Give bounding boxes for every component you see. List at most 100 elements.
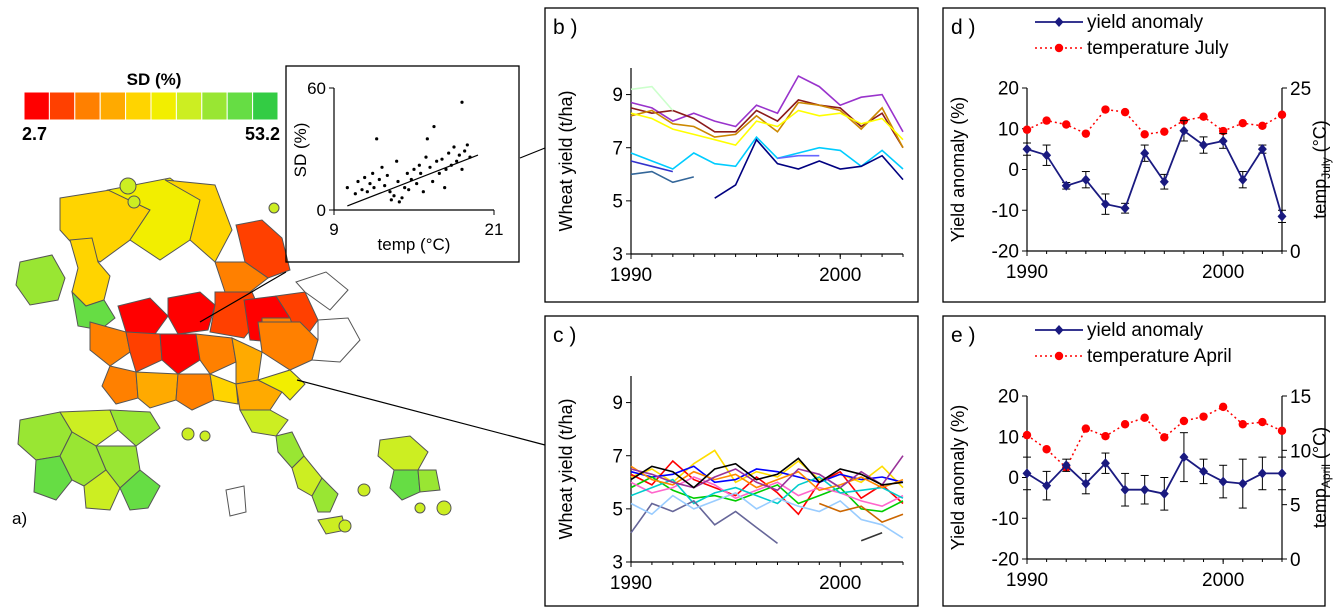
scatter-point [365,190,369,194]
scatter-point [377,177,381,182]
scatter-point [363,175,367,180]
x-tick-label: 2000 [819,265,861,286]
scatter-point [460,167,464,171]
panel-b-chart: b ) 3 5 7 9 1990 2000 Wheat yield (t/ha) [544,7,919,303]
map-region [311,477,339,513]
y-axis-label: Wheat yield (t/ha) [556,398,576,539]
scatter-point [457,153,461,157]
scatter-point [403,186,407,190]
panel-label: b ) [553,16,578,39]
scatter-point [421,190,425,194]
y-tick-label: -10 [992,201,1019,222]
y-tick-label: 0 [1008,160,1019,181]
map-island [414,502,426,514]
colorbar-swatch [226,91,254,121]
panel-frame [544,7,919,303]
colorbar [23,91,279,121]
x-tick-label: 2000 [1202,262,1244,283]
x-tick-label: 1990 [1006,570,1048,591]
colorbar-swatch [175,91,203,121]
scatter-point [463,149,467,153]
x-tick-label: 1990 [610,573,652,594]
temperature-marker [1101,105,1110,114]
x-tick-label: 2000 [819,573,861,594]
series-line [630,74,904,133]
temperature-marker [1277,110,1287,119]
connector-line-b [199,271,287,323]
temperature-marker [1238,420,1247,429]
temperature-marker [1062,120,1071,129]
scatter-point [360,188,364,192]
anomaly-marker [1257,144,1267,155]
map-region [159,333,201,375]
colorbar-swatch [150,91,177,121]
scatter-point [440,157,444,161]
legend-temperature-marker [1054,43,1064,53]
anomaly-marker [1257,468,1267,479]
anomaly-marker [1159,176,1169,187]
trendline [347,154,479,207]
map-region [235,379,283,411]
series-line [630,457,904,489]
y-tick-label: 0 [317,201,326,220]
scatter-point [424,155,428,159]
anomaly-marker [1042,150,1052,161]
map-region [214,261,269,293]
legend-temperature-label: temperature July [1087,38,1229,59]
temperature-marker [1140,413,1149,422]
y-tick-label: 10 [998,119,1019,140]
y2-axis-label: tempJuly (°C) [1310,120,1333,219]
y2-tick-label: 25 [1290,79,1311,100]
anomaly-marker [1199,140,1209,151]
temperature-marker [1160,127,1169,136]
anomaly-marker [1218,476,1228,487]
series-line [630,135,904,170]
anomaly-marker [1140,148,1150,159]
map-region [59,409,119,447]
inset-scatter-plot: 0 60 9 21 temp (°C) SD (%) [285,65,520,263]
colorbar-min-label: 2.7 [22,124,47,144]
anomaly-marker [1277,211,1287,222]
temperature-marker [1042,116,1051,125]
scatter-point [388,190,392,194]
map-region [377,435,429,471]
series-line [630,491,904,539]
scatter-point [396,179,400,184]
map-island [268,202,280,214]
europe-map [15,177,452,535]
anomaly-marker [1179,125,1189,136]
y-tick-label: 7 [612,138,623,159]
series-line [819,502,904,524]
scatter-point [437,171,441,175]
y2-tick-label: 0 [1290,242,1301,263]
panel-c-chart: c ) 3 5 7 9 1990 2000 Wheat yield (t/ha) [544,315,919,607]
map-region [71,290,116,331]
connector-line-b2 [519,147,546,159]
map-region [33,455,73,501]
temperature-marker [1199,412,1208,421]
map-island [199,430,211,442]
colorbar-swatch [125,91,152,121]
colorbar-swatch [201,91,228,121]
series-line [630,109,904,146]
anomaly-marker [1100,199,1110,210]
anomaly-marker [1061,460,1071,471]
map-region [389,469,421,501]
anomaly-marker [1081,478,1091,489]
y-tick-label: 7 [612,446,623,467]
scatter-point [407,188,411,192]
y-axis-label: Yield anomaly (%) [948,405,968,550]
series-line [860,532,883,542]
anomaly-marker [1140,484,1150,495]
temperature-marker [1160,433,1169,442]
y-axis-label: SD (%) [291,123,310,178]
y2-tick-label: 0 [1290,550,1301,571]
y2-tick-label: 10 [1290,441,1311,462]
y-axis-label: Wheat yield (t/ha) [556,90,576,231]
anomaly-marker [1042,480,1052,491]
legend-temperature-label: temperature April [1087,346,1232,367]
temperature-marker [1042,445,1051,454]
map-region [239,409,289,437]
temperature-marker [1101,432,1110,441]
scatter-point [444,167,448,171]
